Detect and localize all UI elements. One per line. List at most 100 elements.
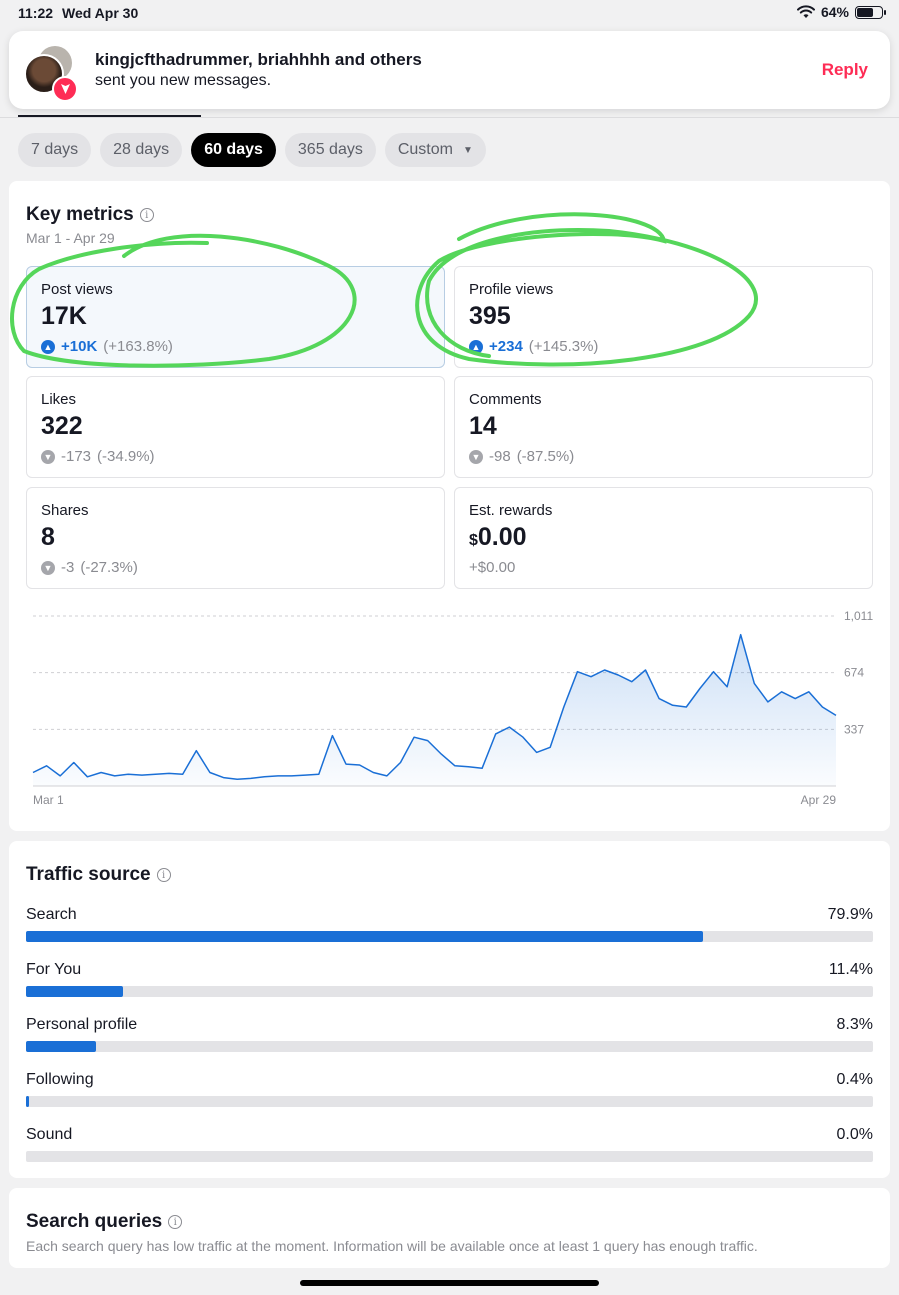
range-tab-365-days[interactable]: 365 days bbox=[284, 133, 376, 167]
active-tab-indicator bbox=[18, 115, 201, 118]
chart-area bbox=[33, 634, 836, 786]
metric-card-post-views[interactable]: Post views 17K ▲ +10K (+163.8%) bbox=[26, 266, 445, 368]
metric-label: Post views bbox=[41, 281, 113, 298]
metric-percent: (-27.3%) bbox=[80, 559, 138, 576]
range-tab-label: 7 days bbox=[31, 141, 79, 158]
traffic-bar-fill bbox=[26, 931, 703, 942]
arrow-down-icon: ▼ bbox=[41, 560, 55, 575]
search-queries-card: Search queries i Each search query has l… bbox=[9, 1188, 890, 1268]
traffic-source-heading: Traffic source i bbox=[26, 864, 171, 886]
traffic-percent: 8.3% bbox=[836, 1016, 873, 1033]
metric-change: ▼ -98 (-87.5%) bbox=[469, 448, 574, 465]
metric-percent: (-87.5%) bbox=[516, 448, 575, 465]
range-tab-label: 60 days bbox=[204, 141, 263, 158]
traffic-label: Personal profile bbox=[26, 1016, 138, 1033]
range-tab-label: Custom bbox=[397, 141, 453, 158]
traffic-bar-track bbox=[26, 1096, 873, 1107]
metric-value: $0.00 bbox=[469, 523, 527, 552]
arrow-down-icon: ▼ bbox=[41, 449, 55, 464]
range-tab-label: 365 days bbox=[297, 141, 363, 158]
message-notification[interactable]: kingjcfthadrummer, briahhhh and others s… bbox=[9, 31, 890, 109]
metric-change: ▲ +10K (+163.8%) bbox=[41, 338, 173, 355]
battery-percent: 64% bbox=[820, 4, 849, 20]
section-title: Search queries bbox=[26, 1211, 163, 1232]
metric-label: Likes bbox=[41, 391, 77, 408]
info-icon[interactable]: i bbox=[139, 208, 154, 222]
info-icon[interactable]: i bbox=[168, 1215, 183, 1229]
traffic-bar-fill bbox=[26, 1041, 97, 1052]
range-tab-custom[interactable]: Custom ▼ bbox=[384, 133, 486, 167]
metric-change: +$0.00 bbox=[469, 559, 515, 576]
section-title: Key metrics bbox=[26, 204, 134, 225]
tab-divider bbox=[0, 117, 899, 118]
chart-line bbox=[32, 633, 837, 781]
traffic-source-card: Traffic source i Search 79.9% For You 11.4%… bbox=[9, 841, 890, 1178]
home-indicator[interactable] bbox=[300, 1280, 599, 1286]
status-bar: 11:22 Wed Apr 30 64% bbox=[0, 0, 899, 26]
metric-value: 8 bbox=[41, 523, 55, 551]
battery-icon bbox=[855, 5, 886, 19]
notification-senders: kingjcfthadrummer, briahhhh and others bbox=[95, 50, 422, 69]
post-views-chart: 1,011 674 337 Mar 1 Apr 29 bbox=[32, 609, 873, 807]
metric-value: 322 bbox=[41, 412, 83, 440]
metric-change: ▼ -3 (-27.3%) bbox=[41, 559, 138, 576]
arrow-up-icon: ▲ bbox=[41, 339, 55, 354]
metric-delta: -3 bbox=[61, 559, 75, 576]
range-tab-60-days[interactable]: 60 days bbox=[191, 133, 276, 167]
date-range-label: Mar 1 - Apr 29 bbox=[26, 230, 115, 246]
range-tab-28-days[interactable]: 28 days bbox=[100, 133, 183, 167]
traffic-bar-fill bbox=[26, 986, 123, 997]
metric-value: 395 bbox=[469, 302, 511, 330]
metric-card-profile-views[interactable]: Profile views 395 ▲ +234 (+145.3%) bbox=[454, 266, 873, 368]
wifi-icon bbox=[796, 5, 815, 18]
metric-card-likes[interactable]: Likes 322 ▼ -173 (-34.9%) bbox=[26, 376, 445, 478]
avatar bbox=[24, 46, 78, 102]
search-queries-description: Each search query has low traffic at the… bbox=[26, 1238, 758, 1254]
metric-percent: (+145.3%) bbox=[528, 338, 599, 355]
metric-label: Comments bbox=[469, 391, 542, 408]
metric-value: 17K bbox=[41, 302, 87, 330]
traffic-label: Following bbox=[26, 1071, 94, 1088]
key-metrics-heading: Key metrics i bbox=[26, 204, 154, 226]
traffic-bar-track bbox=[26, 931, 873, 942]
metric-label: Profile views bbox=[469, 281, 554, 298]
metric-change: ▲ +234 (+145.3%) bbox=[469, 338, 598, 355]
range-tab-7-days[interactable]: 7 days bbox=[18, 133, 92, 167]
metric-card-comments[interactable]: Comments 14 ▼ -98 (-87.5%) bbox=[454, 376, 873, 478]
send-icon bbox=[52, 76, 78, 102]
chart-x-label-start: Mar 1 bbox=[33, 793, 64, 807]
metric-change: ▼ -173 (-34.9%) bbox=[41, 448, 155, 465]
status-time: 11:22 bbox=[18, 5, 54, 21]
date-range-tabs: 7 days 28 days 60 days 365 days Custom ▼ bbox=[18, 133, 486, 167]
metric-card-shares[interactable]: Shares 8 ▼ -3 (-27.3%) bbox=[26, 487, 445, 589]
chart-x-label-end: Apr 29 bbox=[801, 793, 837, 807]
metric-label: Shares bbox=[41, 502, 89, 519]
metric-delta: -98 bbox=[489, 448, 511, 465]
metric-value-amount: 0.00 bbox=[477, 523, 527, 551]
traffic-bar-track bbox=[26, 986, 873, 997]
search-queries-heading: Search queries i bbox=[26, 1211, 183, 1233]
metric-percent: (+163.8%) bbox=[103, 338, 173, 355]
metric-card-est-rewards[interactable]: Est. rewards $0.00 +$0.00 bbox=[454, 487, 873, 589]
reply-button[interactable]: Reply bbox=[821, 60, 868, 79]
metric-delta: -173 bbox=[61, 448, 92, 465]
metric-label: Est. rewards bbox=[469, 502, 553, 519]
chart-y-tick-label: 674 bbox=[844, 666, 864, 680]
traffic-label: Sound bbox=[26, 1126, 73, 1143]
traffic-bar-fill bbox=[26, 1096, 30, 1107]
traffic-label: Search bbox=[26, 906, 77, 923]
metric-delta: +$0.00 bbox=[469, 559, 516, 576]
caret-down-icon: ▼ bbox=[462, 144, 473, 156]
metric-value: 14 bbox=[469, 412, 497, 440]
notification-message: sent you new messages. bbox=[95, 72, 272, 89]
metric-delta: +10K bbox=[61, 338, 98, 355]
chart-y-tick-label: 1,011 bbox=[844, 609, 873, 623]
currency-symbol: $ bbox=[469, 532, 478, 549]
section-title: Traffic source bbox=[26, 864, 151, 885]
traffic-bar-track bbox=[26, 1151, 873, 1162]
status-date: Wed Apr 30 bbox=[62, 5, 139, 21]
arrow-up-icon: ▲ bbox=[469, 339, 483, 354]
chart-y-tick-label: 337 bbox=[844, 722, 864, 736]
info-icon[interactable]: i bbox=[156, 868, 171, 882]
traffic-label: For You bbox=[26, 961, 82, 978]
